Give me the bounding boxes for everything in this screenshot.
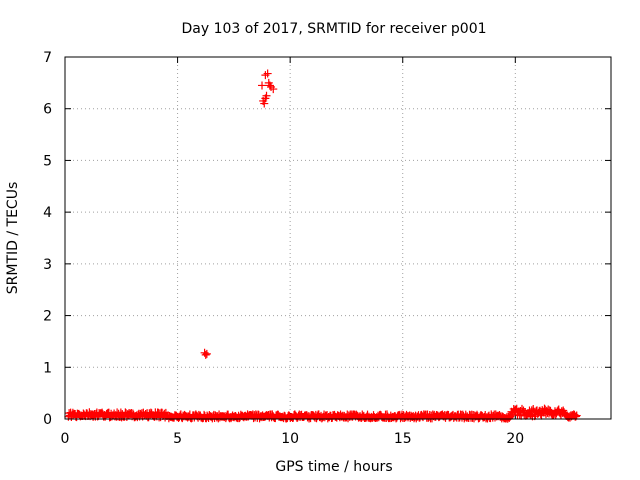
x-tick-label: 15 xyxy=(394,431,412,447)
data-point xyxy=(269,85,278,94)
y-tick-label: 2 xyxy=(43,309,52,325)
x-tick-label: 10 xyxy=(281,431,299,447)
data-point xyxy=(258,81,267,90)
data-point xyxy=(260,99,269,108)
data-series xyxy=(64,69,581,423)
data-point xyxy=(265,81,274,90)
y-tick-label: 3 xyxy=(43,257,52,273)
data-point xyxy=(202,349,211,358)
y-tick-label: 1 xyxy=(43,360,52,376)
x-axis-label: GPS time / hours xyxy=(275,459,392,475)
x-tick-label: 20 xyxy=(506,431,524,447)
data-point xyxy=(263,69,272,78)
data-point xyxy=(201,350,210,359)
plot-frame xyxy=(64,56,612,420)
y-tick-label: 7 xyxy=(43,50,52,66)
y-tick-label: 6 xyxy=(43,102,52,118)
data-point xyxy=(505,414,514,423)
y-tick-label: 4 xyxy=(43,205,52,221)
y-tick-label: 0 xyxy=(43,412,52,428)
axis-ticks: 0 5 10 15 20 0 1 2 3 4 5 6 7 xyxy=(43,50,611,447)
data-point xyxy=(262,91,271,100)
chart-title: Day 103 of 2017, SRMTID for receiver p00… xyxy=(181,21,486,37)
data-point xyxy=(572,411,581,420)
y-axis-label: SRMTID / TECUs xyxy=(5,182,21,295)
x-tick-label: 0 xyxy=(61,431,70,447)
x-tick-label: 5 xyxy=(173,431,182,447)
grid xyxy=(65,57,611,419)
y-tick-label: 5 xyxy=(43,153,52,169)
